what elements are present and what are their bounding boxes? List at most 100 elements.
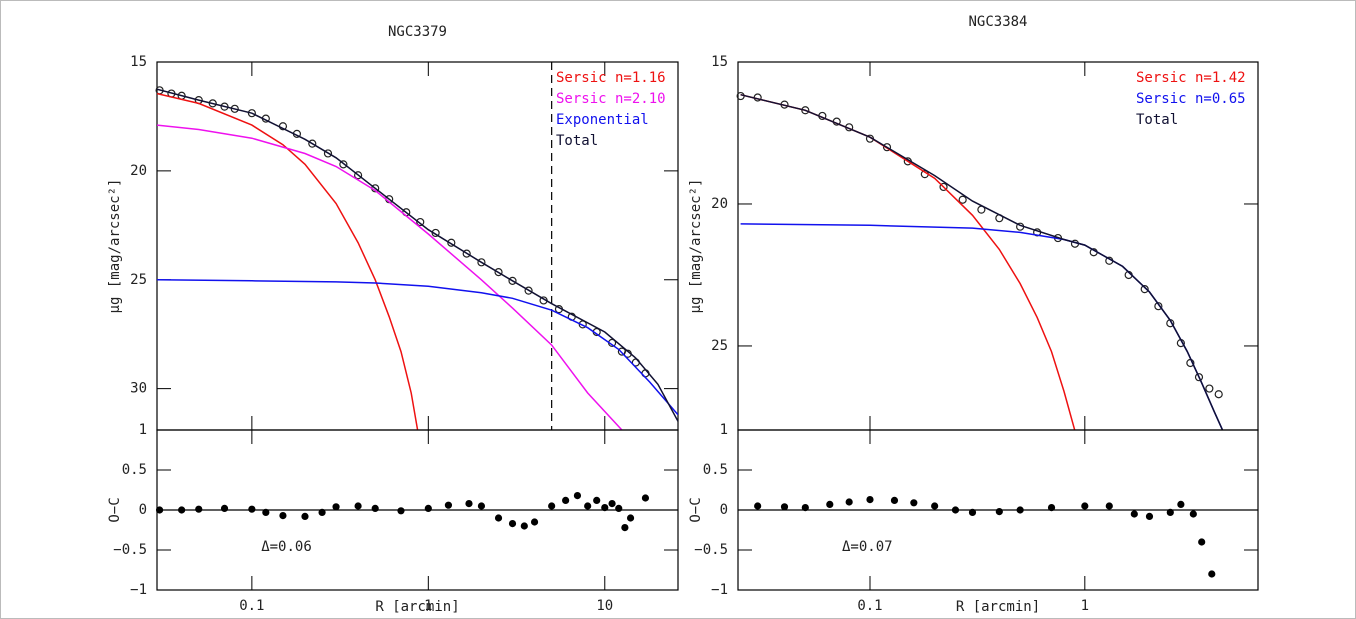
data-point — [801, 106, 810, 115]
residual-point — [332, 503, 340, 511]
residual-point — [318, 508, 326, 517]
y-tick-label: 1 — [139, 422, 147, 438]
data-point — [958, 195, 967, 204]
model-curve — [157, 279, 678, 416]
model-curve — [740, 93, 1224, 430]
residual-point — [155, 506, 164, 514]
residual-point — [608, 500, 616, 508]
residual-point — [371, 504, 379, 512]
legend-entry: Sersic n=1.16 — [556, 70, 666, 86]
data-point — [508, 276, 517, 285]
residual-point — [801, 504, 809, 512]
legend-entry: Total — [1136, 112, 1178, 128]
residual-point — [995, 508, 1003, 516]
y-axis-label: O−C — [688, 497, 704, 522]
data-point — [524, 286, 533, 295]
data-point — [339, 160, 348, 169]
residual-point — [494, 514, 503, 522]
y-tick-label: 25 — [711, 338, 728, 354]
data-point — [247, 109, 256, 118]
residual-point — [754, 502, 762, 510]
residual-point — [508, 519, 517, 528]
x-tick-label: 1 — [424, 598, 432, 614]
residual-point — [931, 502, 939, 510]
residual-point — [951, 506, 960, 514]
plot-frame — [737, 61, 1259, 431]
residual-point — [621, 523, 629, 532]
y-axis-label: μg [mag/arcsec²] — [688, 179, 704, 314]
data-point — [1194, 373, 1204, 382]
chart-title: NGC3384 — [968, 14, 1027, 30]
model-curve — [740, 93, 1076, 430]
y-tick-label: 15 — [130, 54, 147, 70]
residual-point — [584, 502, 592, 510]
legend-entry: Sersic n=2.10 — [556, 91, 666, 107]
y-tick-label: 25 — [130, 272, 147, 288]
data-point — [494, 268, 503, 277]
legend-entry: Sersic n=0.65 — [1136, 91, 1246, 107]
data-point — [1140, 285, 1149, 294]
residual-point — [641, 494, 650, 502]
model-curve — [157, 88, 678, 422]
residual-point — [465, 500, 473, 508]
residual-point — [530, 518, 539, 526]
residual-point — [626, 514, 635, 522]
y-tick-label: 0.5 — [703, 462, 728, 478]
y-tick-label: 20 — [711, 196, 728, 212]
y-tick-label: 0 — [139, 502, 147, 518]
residual-point — [262, 508, 270, 517]
residual-point — [1177, 500, 1185, 508]
legend-entry: Exponential — [556, 112, 649, 128]
data-point — [882, 143, 892, 152]
y-tick-label: −1 — [711, 582, 728, 598]
annotation: Δ=0.07 — [842, 539, 893, 555]
model-curve — [740, 223, 1224, 430]
residual-point — [1105, 502, 1113, 510]
residual-point — [301, 512, 309, 521]
x-tick-label: 0.1 — [239, 598, 264, 614]
data-point — [416, 217, 425, 227]
residual-point — [866, 496, 874, 504]
residual-point — [397, 507, 405, 515]
y-tick-label: −0.5 — [694, 542, 728, 558]
data-point — [939, 182, 948, 192]
data-point — [462, 249, 471, 258]
x-tick-label: 10 — [596, 598, 613, 614]
residual-point — [780, 503, 789, 511]
data-point — [354, 171, 363, 180]
x-tick-label: 0.1 — [857, 598, 882, 614]
residual-point — [520, 522, 528, 530]
chart-title: NGC3379 — [388, 24, 447, 40]
residual-point — [279, 511, 287, 520]
y-axis-label: O−C — [107, 497, 123, 522]
residual-point — [1166, 508, 1174, 517]
residual-point — [601, 504, 609, 512]
y-tick-label: 1 — [720, 422, 728, 438]
data-point — [477, 258, 486, 267]
residual-point — [548, 502, 556, 510]
residual-point — [615, 504, 623, 512]
data-point — [1154, 302, 1163, 311]
residual-point — [562, 496, 570, 504]
residual-point — [845, 498, 853, 506]
residual-point — [220, 504, 229, 512]
residual-point — [248, 505, 256, 513]
residual-point — [195, 505, 203, 513]
residual-point — [910, 499, 918, 507]
residual-point — [1016, 506, 1024, 514]
y-tick-label: 20 — [130, 163, 147, 179]
residual-point — [1047, 504, 1056, 512]
residual-point — [573, 492, 582, 500]
y-tick-label: 15 — [711, 54, 728, 70]
x-axis-label: R [arcmin] — [956, 599, 1040, 615]
residual-point — [178, 506, 186, 514]
data-point — [447, 238, 456, 247]
y-tick-label: 0 — [720, 502, 728, 518]
data-point — [323, 149, 333, 158]
y-tick-label: 30 — [130, 381, 147, 397]
residual-point — [968, 508, 977, 517]
residual-point — [444, 501, 453, 509]
residual-point — [593, 496, 601, 504]
residual-point — [1145, 512, 1154, 521]
data-point — [431, 228, 440, 238]
